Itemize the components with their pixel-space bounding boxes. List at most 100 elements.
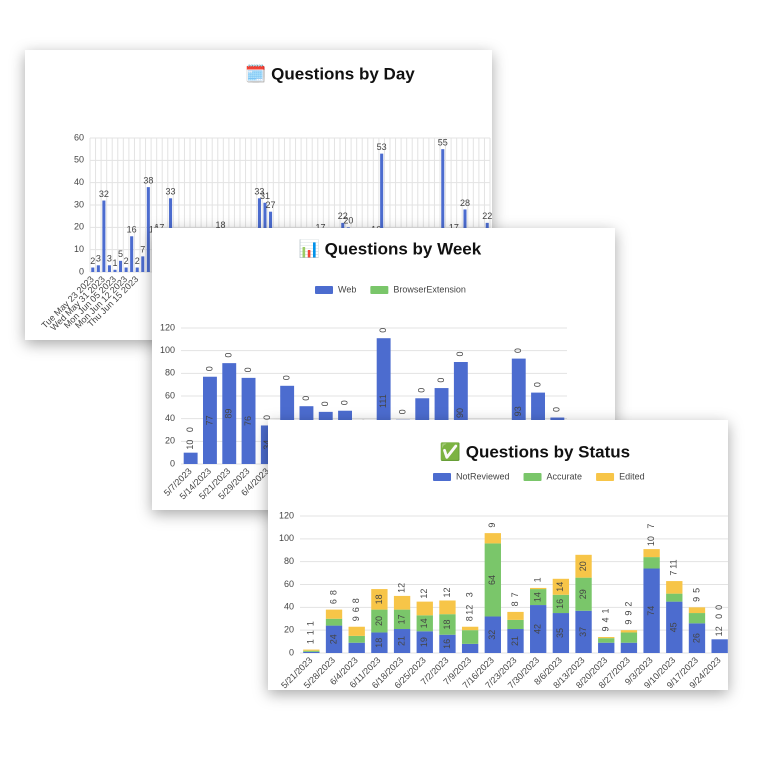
- value-label: 90: [455, 408, 465, 418]
- y-tick-label: 0: [170, 458, 175, 468]
- value-label: 14: [533, 592, 543, 602]
- bar-segment: [325, 609, 343, 619]
- bar: [130, 236, 134, 272]
- y-tick-label: 120: [160, 322, 175, 332]
- value-label: 53: [377, 142, 387, 152]
- bar: [141, 256, 145, 272]
- bar: [135, 267, 139, 272]
- value-label: 9: [623, 620, 633, 625]
- legend-swatch: [370, 286, 389, 294]
- legend-label: Accurate: [547, 471, 583, 481]
- value-label: 2: [124, 256, 129, 266]
- value-label: 18: [374, 638, 384, 648]
- y-tick-label: 10: [74, 244, 84, 254]
- value-label: 77: [204, 415, 214, 425]
- value-label: 27: [266, 200, 276, 210]
- value-label: 10: [185, 440, 195, 450]
- bar-segment: [393, 629, 411, 653]
- value-label: 0: [224, 353, 234, 358]
- value-label: 0: [378, 328, 388, 333]
- value-label: 12: [465, 605, 475, 615]
- chart-title: 📊 Questions by Week: [299, 238, 482, 258]
- value-label: 37: [578, 627, 588, 637]
- value-label: 0: [204, 366, 214, 371]
- value-label: 17: [449, 222, 459, 232]
- chart-title: ✅ Questions by Status: [440, 441, 630, 461]
- value-label: 64: [487, 575, 497, 585]
- value-label: 12: [419, 589, 429, 599]
- value-label: 24: [328, 634, 338, 644]
- bar-segment: [507, 611, 524, 620]
- bar-segment: [416, 631, 433, 653]
- value-label: 89: [224, 409, 234, 419]
- value-label: 9: [691, 597, 701, 602]
- value-label: 1: [306, 630, 316, 635]
- value-label: 33: [254, 187, 264, 197]
- value-label: 111: [378, 394, 388, 408]
- legend-label: NotReviewed: [456, 471, 510, 481]
- value-label: 19: [419, 637, 429, 647]
- bar-segment: [241, 377, 256, 464]
- value-label: 1: [601, 609, 611, 614]
- legend-swatch: [523, 473, 542, 481]
- bar-segment: [666, 581, 683, 594]
- value-label: 32: [99, 189, 109, 199]
- bar-segment: [348, 626, 365, 636]
- bar-segment: [461, 626, 479, 631]
- bar-segment: [530, 605, 547, 653]
- value-label: 2: [90, 256, 95, 266]
- bar-segment: [620, 630, 638, 633]
- value-label: 1: [112, 258, 117, 268]
- bar-segment: [203, 376, 217, 464]
- value-label: 55: [438, 138, 448, 148]
- value-label: 0: [455, 351, 465, 356]
- y-tick-label: 0: [79, 266, 84, 276]
- value-label: 76: [243, 416, 253, 426]
- bar: [441, 149, 445, 272]
- value-label: 33: [166, 187, 176, 197]
- y-tick-label: 60: [165, 390, 175, 400]
- y-tick-label: 60: [284, 579, 294, 589]
- value-label: 3: [107, 254, 112, 264]
- bar-segment: [688, 623, 706, 653]
- bar-segment: [461, 630, 479, 644]
- value-label: 0: [301, 396, 311, 401]
- y-tick-label: 100: [160, 345, 175, 355]
- value-label: 0: [397, 409, 407, 414]
- value-label: 7: [646, 524, 656, 529]
- value-label: 8: [465, 616, 475, 621]
- bar-segment: [643, 557, 660, 569]
- bar: [96, 265, 100, 272]
- bar-segment: [507, 619, 524, 630]
- value-label: 0: [320, 401, 330, 406]
- bar-segment: [484, 543, 501, 617]
- value-label: 8: [351, 598, 361, 603]
- value-label: 3: [96, 254, 101, 264]
- value-label: 18: [216, 220, 226, 230]
- value-label: 5: [691, 588, 701, 593]
- bar-segment: [711, 639, 728, 653]
- value-label: 20: [578, 561, 588, 571]
- bar-segment: [575, 577, 592, 611]
- bar-segment: [688, 607, 706, 614]
- value-label: 14: [419, 618, 429, 628]
- bar-segment: [348, 635, 365, 643]
- value-label: 5: [118, 249, 123, 259]
- y-tick-label: 80: [165, 368, 175, 378]
- y-tick-label: 40: [74, 177, 84, 187]
- value-label: 3: [465, 592, 475, 597]
- value-label: 28: [460, 198, 470, 208]
- value-label: 1: [306, 639, 316, 644]
- bar-segment: [484, 616, 501, 653]
- bar-segment: [303, 650, 320, 652]
- value-label: 7: [669, 571, 679, 576]
- value-label: 21: [510, 636, 520, 646]
- bar-segment: [484, 533, 501, 544]
- bar: [91, 267, 95, 272]
- value-label: 22: [338, 211, 348, 221]
- y-tick-label: 40: [284, 602, 294, 612]
- bar-segment: [575, 610, 592, 653]
- y-tick-label: 120: [279, 510, 294, 520]
- y-tick-label: 80: [284, 556, 294, 566]
